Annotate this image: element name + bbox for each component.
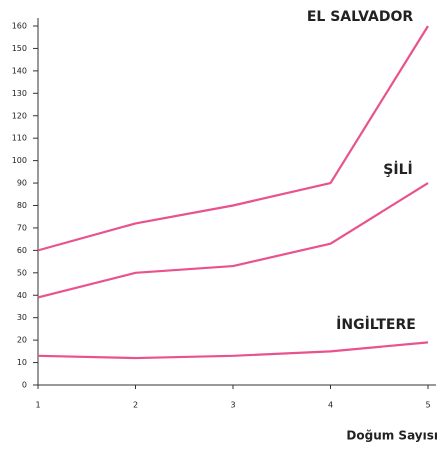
y-tick-label: 30	[17, 313, 27, 322]
x-tick-label: 2	[133, 401, 138, 410]
y-tick-label: 0	[22, 381, 27, 390]
y-tick-label: 150	[12, 44, 27, 53]
x-tick-label: 3	[230, 401, 235, 410]
y-tick-label: 40	[17, 291, 27, 300]
y-tick-label: 70	[17, 223, 27, 232]
series-label: ŞİLİ	[383, 161, 412, 178]
series-line	[37, 182, 429, 299]
x-axis-label: Doğum Sayısı	[346, 429, 438, 443]
y-tick-label: 140	[12, 66, 27, 75]
y-tick-label: 110	[12, 134, 27, 143]
x-tick-label: 5	[425, 401, 430, 410]
y-tick-label: 90	[17, 179, 27, 188]
y-tick-label: 100	[12, 156, 27, 165]
series-label: İNGİLTERE	[336, 316, 416, 333]
y-tick-label: 80	[17, 201, 27, 210]
series-label: EL SALVADOR	[307, 9, 414, 25]
y-tick-label: 120	[12, 111, 27, 120]
x-tick-label: 1	[35, 401, 40, 410]
y-tick-label: 50	[17, 268, 27, 277]
y-tick-label: 10	[17, 358, 27, 367]
y-tick-label: 160	[12, 22, 27, 31]
series-line	[37, 25, 429, 252]
series-line	[37, 341, 429, 360]
y-tick-label: 20	[17, 336, 27, 345]
y-tick-label: 60	[17, 246, 27, 255]
y-tick-label: 130	[12, 89, 27, 98]
x-tick-label: 4	[328, 401, 333, 410]
